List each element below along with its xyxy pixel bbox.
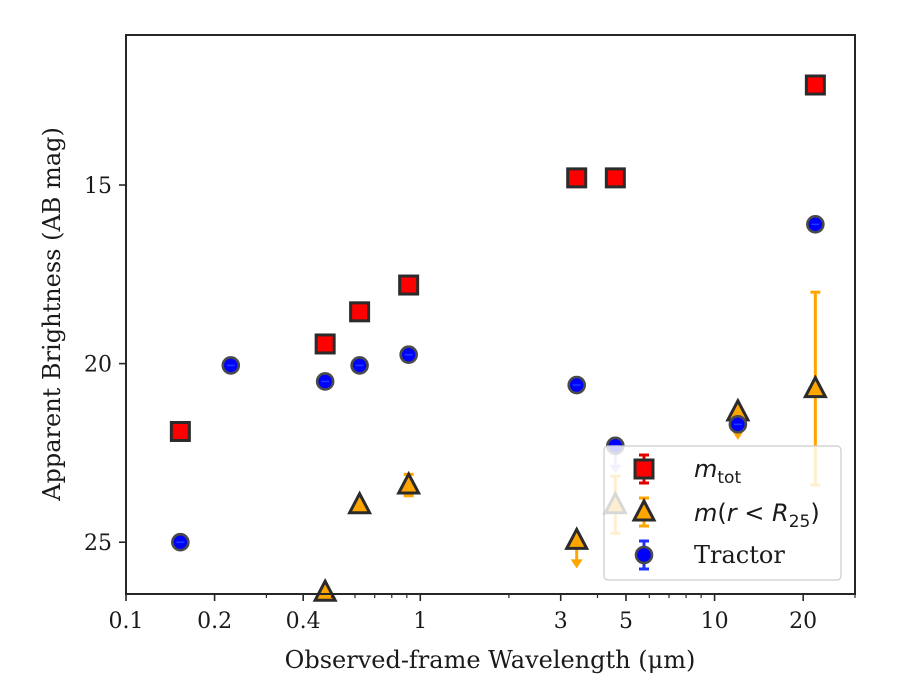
data-point-triangle (802, 374, 828, 399)
data-point-square (314, 333, 336, 355)
data-point-square (804, 74, 826, 96)
legend-item (631, 496, 657, 528)
x-tick-label: 5 (619, 609, 633, 634)
legend-label-sub: 25 (789, 512, 811, 532)
x-tick-label: 0.1 (109, 609, 144, 634)
axis-ticks: 0.1 0.2 0.4 1 3 5 10 20 15 20 25 (84, 174, 856, 634)
x-tick-label: 10 (701, 609, 729, 634)
plot-frame (125, 34, 856, 595)
x-tick-label: 20 (789, 609, 817, 634)
legend-marker-square (633, 458, 655, 480)
legend-marker-triangle (631, 497, 657, 522)
y-tick-label: 20 (84, 353, 112, 378)
legend-label-mtot-sub: tot (717, 468, 741, 488)
data-point-triangle (564, 526, 590, 550)
legend-box (603, 445, 842, 581)
legend-item (634, 539, 654, 571)
legend-item (633, 453, 655, 485)
series-mtot (169, 74, 826, 442)
data-point-triangle (312, 577, 338, 602)
data-point-triangle (396, 470, 422, 495)
y-tick-label: 25 (84, 531, 112, 556)
x-axis-label: Observed-frame Wavelength (μm) (285, 646, 696, 674)
legend-label-tractor: Tractor (694, 541, 785, 569)
data-point-square (349, 301, 371, 323)
x-tick-label: 0.2 (197, 609, 232, 634)
x-tick-label: 3 (554, 609, 568, 634)
y-axis-label: Apparent Brightness (AB mag) (38, 127, 66, 502)
data-point-square (398, 274, 420, 296)
x-tick-label: 1 (413, 609, 427, 634)
x-tick-label: 0.4 (286, 609, 321, 634)
data-point-square (604, 167, 626, 189)
legend-marker-circle (634, 545, 654, 565)
data-point-square (566, 167, 588, 189)
legend-label-m-r-lt-r25: m(r < R25) (694, 499, 820, 532)
legend-paren: ) (810, 499, 819, 527)
y-tick-label: 15 (84, 174, 112, 199)
legend-paren: ( (717, 499, 726, 527)
data-point-triangle (347, 490, 373, 515)
data-point-square (169, 420, 191, 442)
upper-limit-arrow-head (570, 559, 583, 569)
